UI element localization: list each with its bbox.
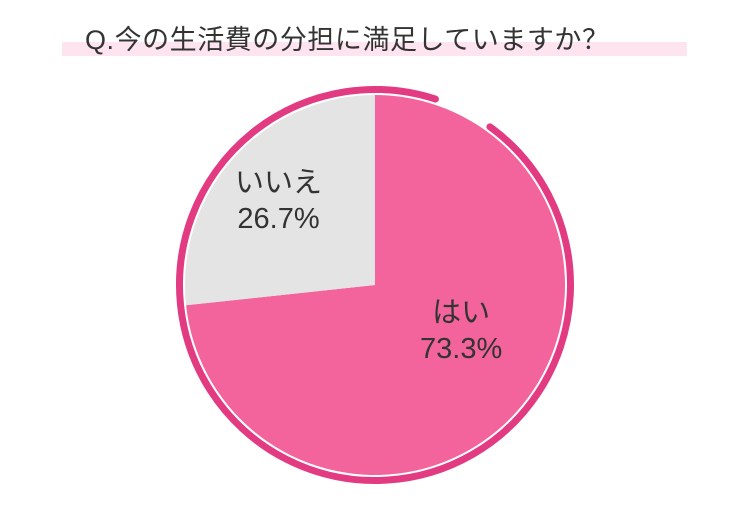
slice-label-no-value: 26.7% xyxy=(235,201,322,237)
slice-label-no-name: いいえ xyxy=(235,165,322,201)
chart-container: Q.今の生活費の分担に満足していますか？ はい 73.3% いいえ 26.7% xyxy=(0,0,750,505)
slice-label-yes: はい 73.3% xyxy=(420,295,502,368)
pie-svg xyxy=(0,0,750,505)
slice-label-no: いいえ 26.7% xyxy=(235,165,322,238)
slice-label-yes-name: はい xyxy=(420,295,502,331)
pie-chart xyxy=(0,0,750,505)
slice-label-yes-value: 73.3% xyxy=(420,331,502,367)
